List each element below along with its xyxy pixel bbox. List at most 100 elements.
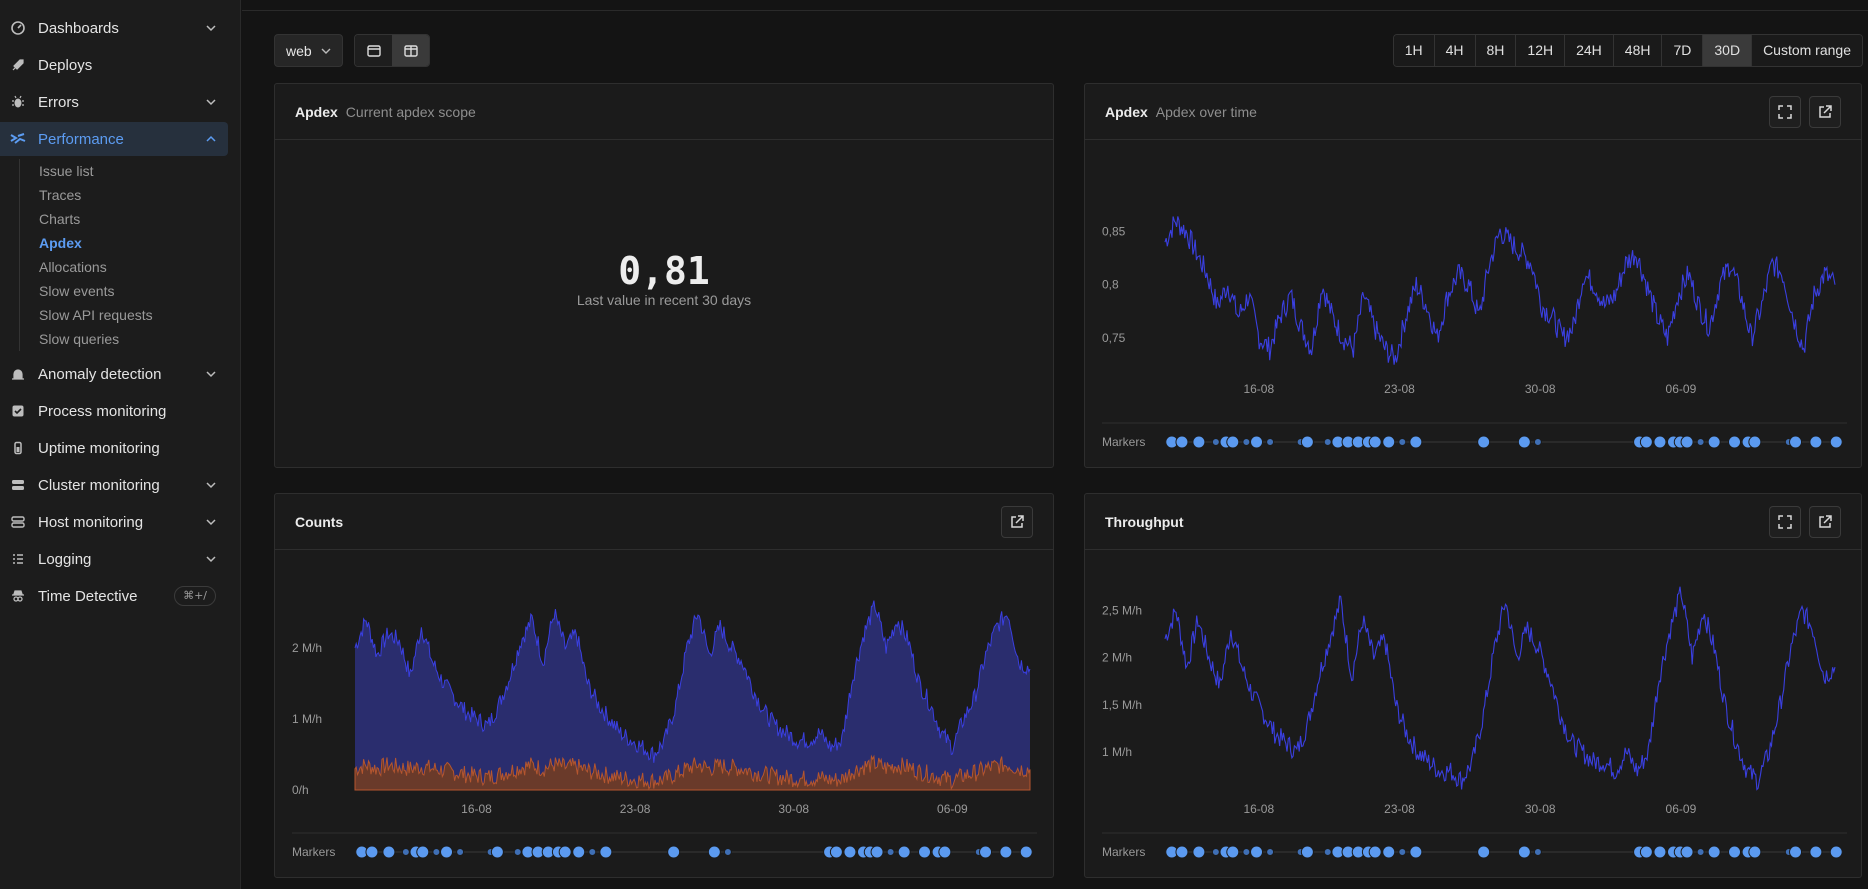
deploy-marker[interactable] [1242,438,1251,446]
subnav-issue-list[interactable]: Issue list [39,163,94,179]
deploy-marker[interactable] [1211,848,1220,856]
deploy-marker[interactable] [1653,845,1667,859]
deploy-marker[interactable] [1748,845,1762,859]
open-external-button[interactable] [1809,506,1841,538]
deploy-marker[interactable] [667,845,681,859]
deploy-marker[interactable] [1175,435,1189,449]
deploy-marker[interactable] [829,845,843,859]
deploy-marker[interactable] [1477,435,1491,449]
deploy-marker[interactable] [1368,435,1382,449]
subnav-slow-events[interactable]: Slow events [39,283,115,299]
range-button-custom-range[interactable]: Custom range [1752,35,1862,66]
deploy-marker[interactable] [843,845,857,859]
deploy-marker[interactable] [1639,845,1653,859]
deploy-marker[interactable] [1809,435,1823,449]
deploy-marker[interactable] [456,848,465,856]
single-column-layout-button[interactable] [355,35,392,66]
subnav-charts[interactable]: Charts [39,211,81,227]
subnav-allocations[interactable]: Allocations [39,259,107,275]
deploy-marker[interactable] [979,845,993,859]
deploy-marker[interactable] [1192,435,1206,449]
deploy-marker[interactable] [1680,845,1694,859]
deploy-marker[interactable] [1409,845,1423,859]
open-external-button[interactable] [1001,506,1033,538]
deploy-marker[interactable] [870,845,884,859]
deploy-marker[interactable] [1696,848,1705,856]
deploy-marker[interactable] [1728,845,1742,859]
two-column-layout-button[interactable] [392,35,429,66]
nav-performance[interactable]: Performance [0,122,228,156]
deploy-marker[interactable] [1653,435,1667,449]
fullscreen-button[interactable] [1769,96,1801,128]
nav-uptime-monitoring[interactable]: Uptime monitoring [0,431,228,465]
deploy-marker[interactable] [432,848,441,856]
deploy-marker[interactable] [1707,845,1721,859]
deploy-marker[interactable] [707,845,721,859]
deploy-marker[interactable] [1533,438,1542,446]
nav-process-monitoring[interactable]: Process monitoring [0,394,228,428]
deploy-marker[interactable] [1226,845,1240,859]
deploy-marker[interactable] [599,845,613,859]
deploy-marker[interactable] [886,848,895,856]
deploy-marker[interactable] [401,848,410,856]
deploy-marker[interactable] [1242,848,1251,856]
deploy-marker[interactable] [1829,435,1843,449]
deploy-marker[interactable] [1409,435,1423,449]
subnav-traces[interactable]: Traces [39,187,82,203]
deploy-marker[interactable] [999,845,1013,859]
fullscreen-button[interactable] [1769,506,1801,538]
deploy-marker[interactable] [1192,845,1206,859]
nav-dashboards[interactable]: Dashboards [0,11,228,45]
deploy-marker[interactable] [897,845,911,859]
deploy-marker[interactable] [416,845,430,859]
nav-time-detective[interactable]: Time Detective ⌘+/ [0,579,228,613]
deploy-marker[interactable] [1728,435,1742,449]
deploy-marker[interactable] [723,848,732,856]
nav-deploys[interactable]: Deploys [0,48,228,82]
range-button-24h[interactable]: 24H [1565,35,1614,66]
subnav-apdex[interactable]: Apdex [39,235,82,251]
deploy-marker[interactable] [513,848,522,856]
deploy-marker[interactable] [588,848,597,856]
deploy-marker[interactable] [1368,845,1382,859]
range-button-8h[interactable]: 8H [1475,35,1517,66]
deploy-marker[interactable] [1696,438,1705,446]
subnav-slow-queries[interactable]: Slow queries [39,331,120,347]
deploy-marker[interactable] [1382,845,1396,859]
deploy-marker[interactable] [938,845,952,859]
deploy-marker[interactable] [365,845,379,859]
deploy-marker[interactable] [1398,848,1407,856]
range-button-7d[interactable]: 7D [1662,35,1704,66]
deploy-marker[interactable] [1382,435,1396,449]
subnav-slow-api-requests[interactable]: Slow API requests [39,307,153,323]
deploy-marker[interactable] [1517,435,1531,449]
deploy-marker[interactable] [1300,435,1314,449]
deploy-marker[interactable] [1300,845,1314,859]
deploy-marker[interactable] [1533,848,1542,856]
nav-logging[interactable]: Logging [0,542,228,576]
deploy-marker[interactable] [1250,845,1264,859]
deploy-marker[interactable] [1323,848,1332,856]
deploy-marker[interactable] [1748,435,1762,449]
deploy-marker[interactable] [1809,845,1823,859]
range-button-1h[interactable]: 1H [1393,35,1435,66]
range-button-48h[interactable]: 48H [1613,35,1663,66]
namespace-select[interactable]: web [274,34,343,67]
range-button-30d[interactable]: 30D [1703,35,1753,66]
deploy-marker[interactable] [1266,438,1275,446]
deploy-marker[interactable] [1250,435,1264,449]
deploy-marker[interactable] [1211,438,1220,446]
range-button-4h[interactable]: 4H [1434,35,1476,66]
deploy-marker[interactable] [1789,435,1803,449]
deploy-marker[interactable] [440,845,454,859]
open-external-button[interactable] [1809,96,1841,128]
deploy-marker[interactable] [382,845,396,859]
deploy-marker[interactable] [490,845,504,859]
nav-host-monitoring[interactable]: Host monitoring [0,505,228,539]
deploy-marker[interactable] [1789,845,1803,859]
deploy-marker[interactable] [572,845,586,859]
deploy-marker[interactable] [1398,438,1407,446]
nav-cluster-monitoring[interactable]: Cluster monitoring [0,468,228,502]
deploy-marker[interactable] [1829,845,1843,859]
deploy-marker[interactable] [1707,435,1721,449]
